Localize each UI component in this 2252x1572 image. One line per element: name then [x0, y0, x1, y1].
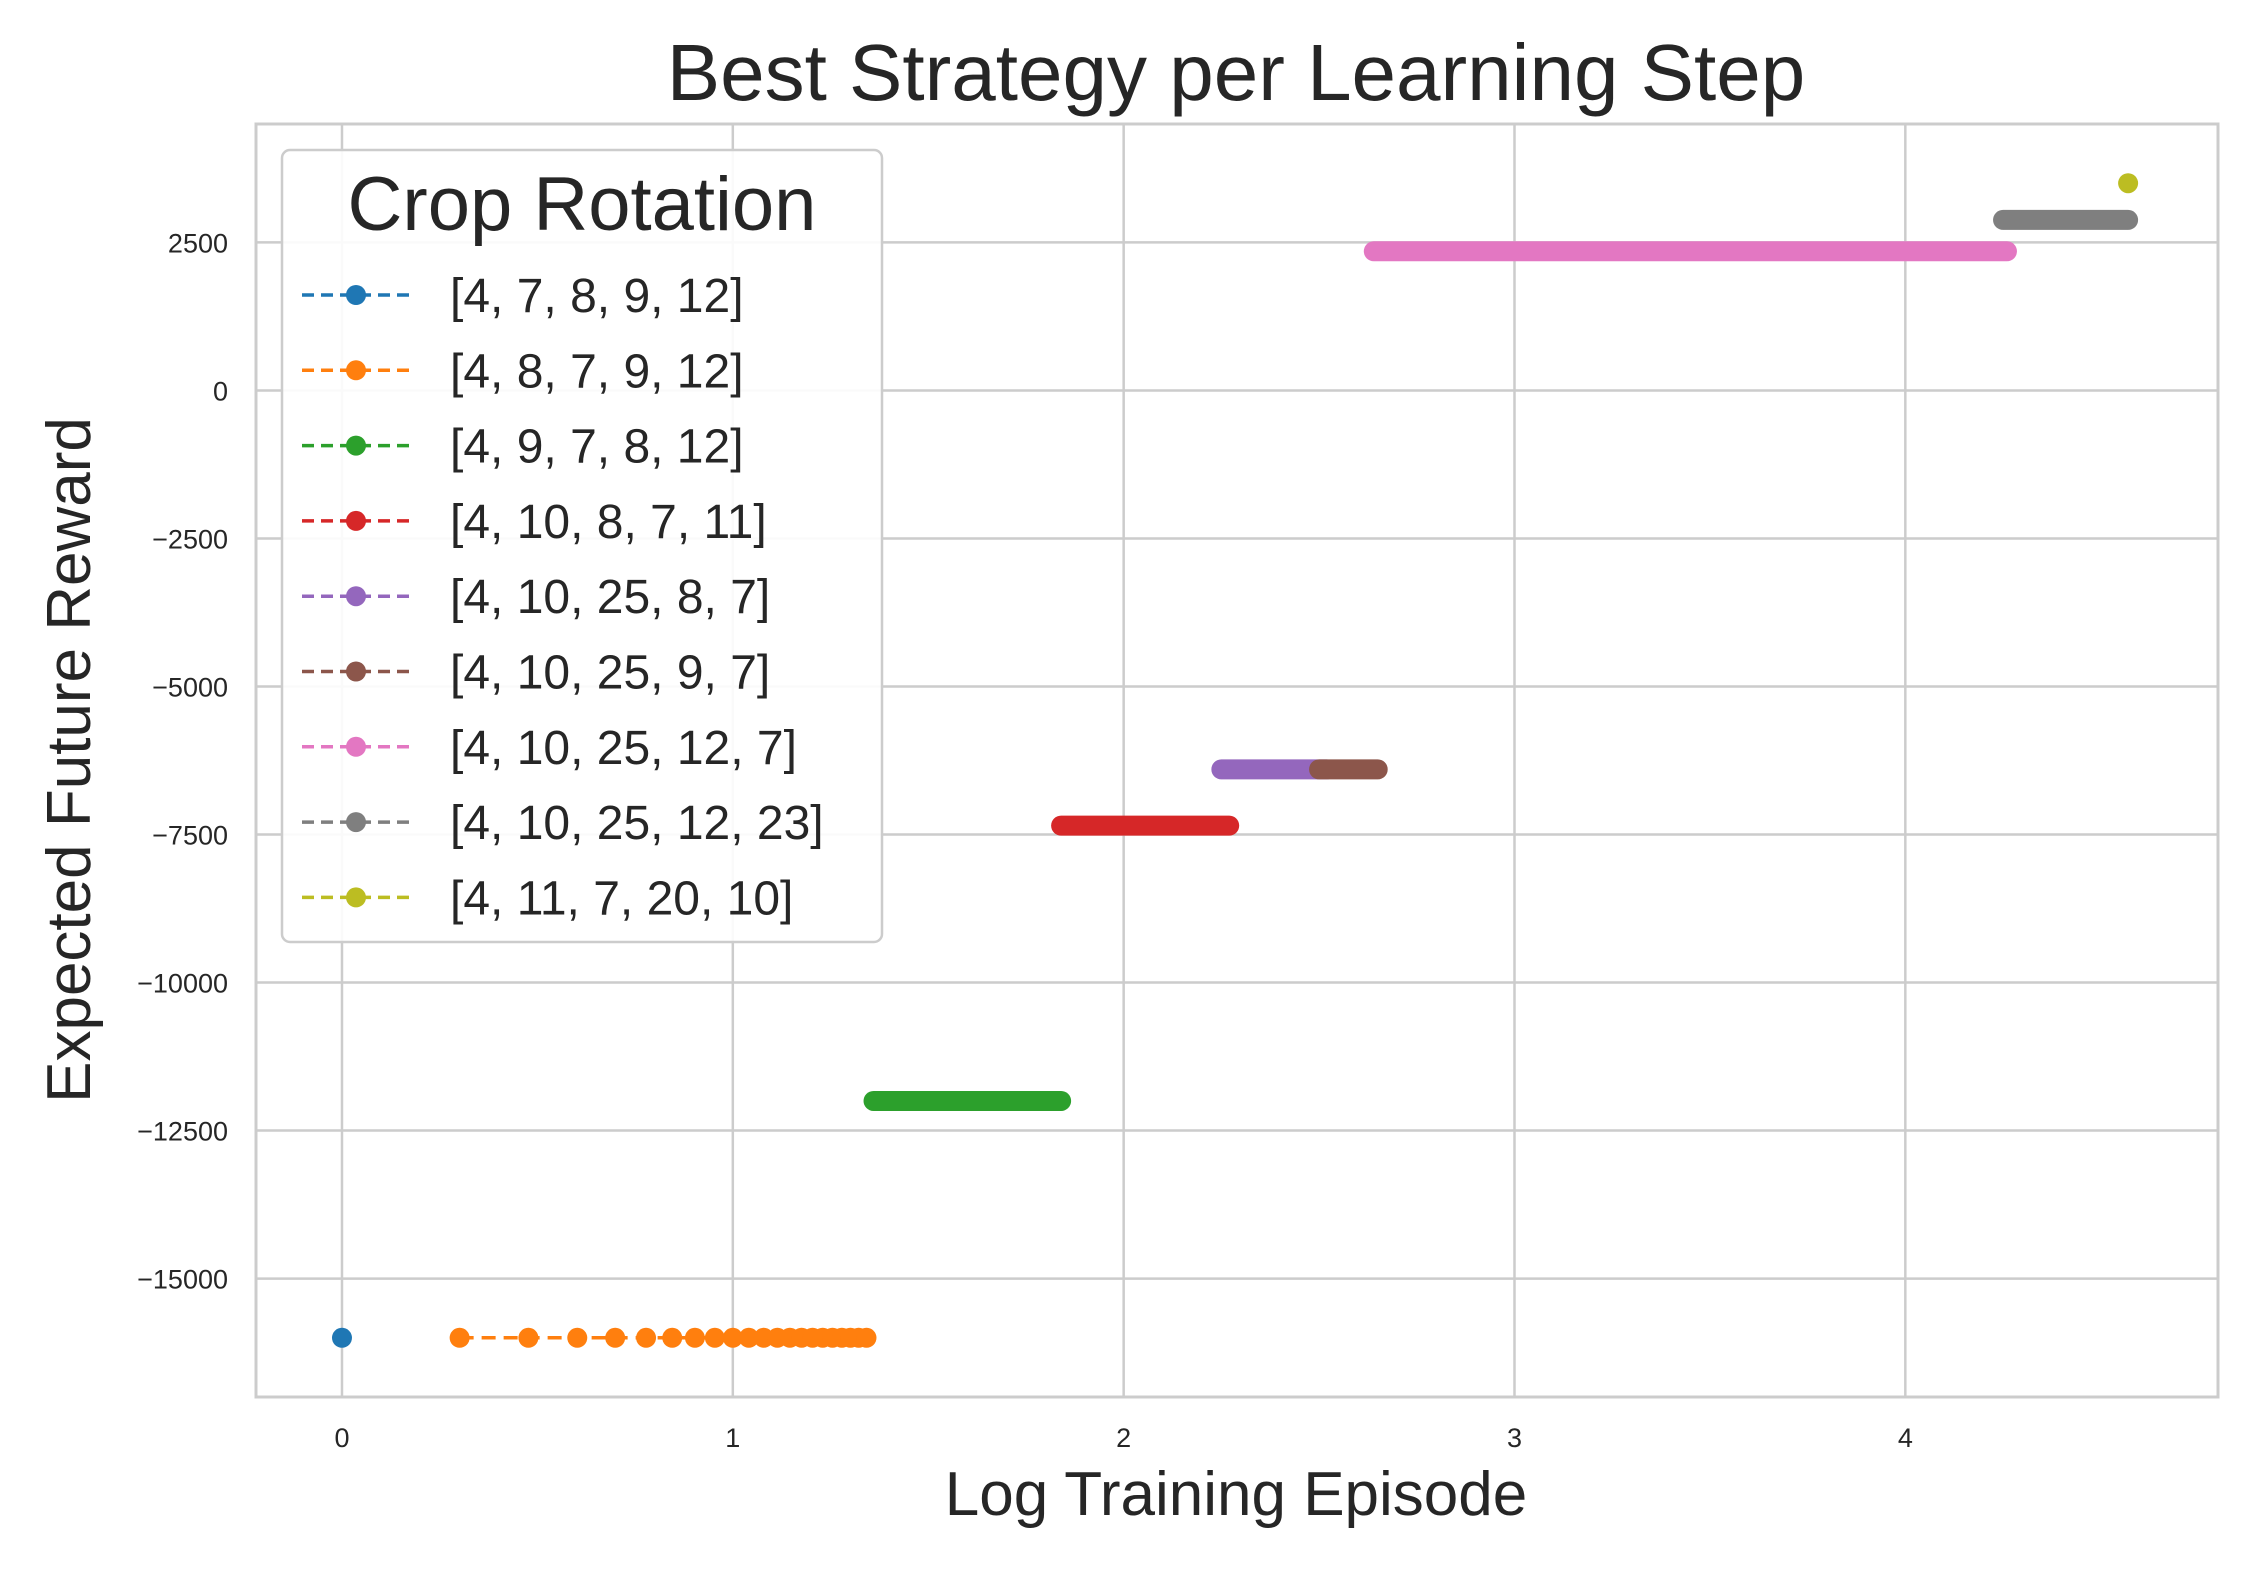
legend-item: [4, 7, 8, 9, 12]	[302, 270, 744, 323]
y-tick-label: −15000	[137, 1265, 228, 1295]
x-axis-label: Log Training Episode	[945, 1460, 1528, 1529]
legend-label: [4, 10, 25, 9, 7]	[450, 647, 770, 700]
data-point	[856, 1327, 877, 1348]
legend-label: [4, 10, 25, 8, 7]	[450, 571, 770, 624]
legend-marker-icon	[346, 510, 366, 531]
legend-marker-icon	[346, 435, 366, 456]
data-point	[684, 1327, 705, 1348]
legend-item: [4, 10, 25, 9, 7]	[302, 647, 770, 700]
legend-marker-icon	[346, 360, 366, 381]
data-point	[753, 1327, 774, 1348]
legend-marker-icon	[346, 887, 366, 908]
data-point	[567, 1327, 588, 1348]
x-tick-label: 2	[1116, 1423, 1131, 1453]
legend-marker-icon	[346, 736, 366, 757]
legend-item: [4, 10, 25, 12, 23]	[302, 797, 824, 850]
series	[331, 1327, 352, 1348]
x-tick-label: 4	[1898, 1423, 1913, 1453]
legend-marker-icon	[346, 661, 366, 682]
data-series	[331, 173, 2139, 1348]
legend-marker-icon	[346, 285, 366, 305]
data-point	[605, 1327, 626, 1348]
y-tick-label: 0	[213, 376, 228, 406]
legend-item: [4, 11, 7, 20, 10]	[302, 872, 793, 925]
legend-item: [4, 9, 7, 8, 12]	[302, 421, 744, 474]
legend-label: [4, 10, 25, 12, 23]	[450, 797, 824, 850]
legend-label: [4, 11, 7, 20, 10]	[450, 872, 793, 925]
legend-label: [4, 10, 8, 7, 11]	[450, 496, 767, 549]
x-tick-label: 1	[725, 1423, 740, 1453]
y-tick-label: 2500	[168, 228, 228, 258]
chart-title: Best Strategy per Learning Step	[667, 28, 1805, 117]
data-point	[331, 1327, 352, 1348]
legend-label: [4, 7, 8, 9, 12]	[450, 270, 744, 323]
plot-frame	[254, 122, 2220, 1399]
x-tick-label: 0	[334, 1423, 349, 1453]
x-tick-label: 3	[1507, 1423, 1522, 1453]
y-tick-label: −12500	[137, 1117, 228, 1147]
legend-title: Crop Rotation	[348, 162, 817, 247]
legend-label: [4, 9, 7, 8, 12]	[450, 421, 744, 474]
legend-box	[280, 148, 884, 944]
y-tick-label: −2500	[152, 524, 228, 554]
legend-label: [4, 8, 7, 9, 12]	[450, 345, 744, 398]
y-tick-label: −7500	[152, 821, 228, 851]
legend-label: [4, 10, 25, 12, 7]	[450, 722, 797, 775]
data-point	[518, 1327, 539, 1348]
legend-item: [4, 10, 8, 7, 11]	[302, 496, 767, 549]
legend-marker-icon	[346, 812, 366, 833]
y-axis-label: Expected Future Reward	[35, 417, 104, 1103]
series	[449, 1327, 877, 1348]
data-point	[704, 1327, 725, 1348]
series	[2118, 173, 2139, 194]
data-point	[662, 1327, 683, 1348]
data-point	[722, 1327, 743, 1348]
legend-item: [4, 10, 25, 8, 7]	[302, 571, 770, 624]
legend-marker-icon	[346, 586, 366, 607]
legend-item: [4, 10, 25, 12, 7]	[302, 722, 797, 775]
data-point	[636, 1327, 657, 1348]
data-point	[738, 1327, 759, 1348]
legend-item: [4, 8, 7, 9, 12]	[302, 345, 744, 398]
y-tick-label: −5000	[152, 672, 228, 702]
y-tick-label: −10000	[137, 969, 228, 999]
data-point	[2118, 173, 2139, 194]
data-point	[449, 1327, 470, 1348]
legend: Crop Rotation [4, 7, 8, 9, 12] [4, 8, 7, 9…	[280, 148, 884, 944]
tick-labels: 0 1 2 3 4 2500 0 −2500 −5000 −7500 −10000 −12500 −15…	[137, 228, 1913, 1453]
